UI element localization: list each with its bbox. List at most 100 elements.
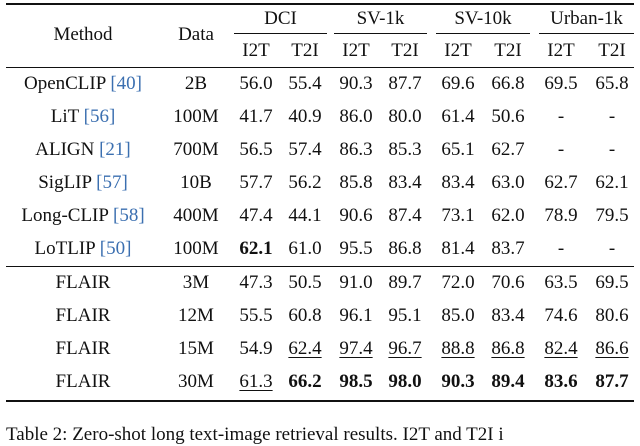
score-cell: -: [557, 139, 565, 160]
score-cell: 80.6: [595, 305, 629, 326]
score-cell: 83.6: [544, 371, 578, 392]
score-cell: 86.3: [339, 139, 373, 160]
score-cell: 74.6: [544, 305, 578, 326]
bottom-rule: [6, 400, 634, 402]
citation: [21]: [99, 139, 131, 160]
method-cell: FLAIR: [56, 338, 111, 360]
group-header: Urban-1k: [550, 8, 623, 29]
method-cell: FLAIR: [56, 272, 111, 294]
method-name: SigLIP: [38, 172, 92, 193]
score-cell: 86.0: [339, 106, 373, 127]
top-rule: [6, 3, 634, 5]
score-cell: 86.6: [595, 338, 629, 359]
data-cell: 2B: [184, 73, 208, 94]
score-cell: 95.1: [388, 305, 422, 326]
method-cell: FLAIR: [56, 371, 111, 393]
data-cell: 100M: [173, 238, 219, 259]
data-cell: 700M: [173, 139, 219, 160]
caption: Table 2: Zero-shot long text-image retri…: [6, 424, 504, 445]
score-cell: 62.1: [595, 172, 629, 193]
header-method: Method: [53, 24, 113, 45]
method-cell: FLAIR: [56, 305, 111, 327]
score-cell: 87.4: [388, 205, 422, 226]
score-cell: 61.4: [441, 106, 475, 127]
score-cell: 47.3: [239, 272, 273, 293]
method-cell: LoTLIP [50]: [35, 238, 132, 260]
score-cell: 95.5: [339, 238, 373, 259]
score-cell: -: [608, 238, 616, 259]
score-cell: 55.5: [239, 305, 273, 326]
method-name: FLAIR: [55, 272, 111, 293]
score-cell: -: [608, 106, 616, 127]
sub-header: T2I: [391, 40, 419, 61]
score-cell: 85.0: [441, 305, 475, 326]
method-name: ALIGN: [35, 139, 95, 160]
score-cell: 62.7: [491, 139, 525, 160]
section-rule: [6, 266, 634, 267]
score-cell: 81.4: [441, 238, 475, 259]
header-data: Data: [178, 24, 214, 45]
method-cell: Long-CLIP [58]: [21, 205, 144, 227]
citation: [57]: [96, 172, 128, 193]
method-cell: SigLIP [57]: [38, 172, 128, 194]
score-cell: 86.8: [491, 338, 525, 359]
score-cell: 41.7: [239, 106, 273, 127]
score-cell: 69.5: [544, 73, 578, 94]
score-cell: 82.4: [544, 338, 578, 359]
score-cell: 79.5: [595, 205, 629, 226]
method-name: LoTLIP: [34, 238, 96, 259]
data-cell: 15M: [178, 338, 214, 359]
score-cell: 56.5: [239, 139, 273, 160]
group-rule: [436, 33, 530, 34]
score-cell: 62.4: [288, 338, 322, 359]
score-cell: 61.0: [288, 238, 322, 259]
score-cell: 57.7: [239, 172, 273, 193]
sub-header: I2T: [547, 40, 575, 61]
score-cell: 62.7: [544, 172, 578, 193]
score-cell: 40.9: [288, 106, 322, 127]
method-name: LiT: [50, 106, 79, 127]
method-name: FLAIR: [55, 338, 111, 359]
group-rule: [334, 33, 427, 34]
method-name: FLAIR: [55, 371, 111, 392]
group-header: DCI: [264, 8, 297, 29]
citation: [50]: [99, 238, 132, 259]
score-cell: 90.3: [339, 73, 373, 94]
score-cell: 88.8: [441, 338, 475, 359]
sub-header: I2T: [242, 40, 270, 61]
method-cell: LiT [56]: [51, 106, 116, 128]
data-cell: 30M: [178, 371, 214, 392]
score-cell: -: [557, 106, 565, 127]
score-cell: 55.4: [288, 73, 322, 94]
score-cell: 56.2: [288, 172, 322, 193]
score-cell: 78.9: [544, 205, 578, 226]
score-cell: 89.4: [491, 371, 525, 392]
score-cell: -: [608, 139, 616, 160]
score-cell: -: [557, 238, 565, 259]
score-cell: 83.4: [441, 172, 475, 193]
header-rule: [6, 67, 634, 68]
score-cell: 89.7: [388, 272, 422, 293]
score-cell: 54.9: [239, 338, 273, 359]
score-cell: 96.1: [339, 305, 373, 326]
score-cell: 91.0: [339, 272, 373, 293]
score-cell: 65.1: [441, 139, 475, 160]
score-cell: 69.6: [441, 73, 475, 94]
score-cell: 62.0: [491, 205, 525, 226]
score-cell: 96.7: [388, 338, 422, 359]
score-cell: 57.4: [288, 139, 322, 160]
sub-header: T2I: [291, 40, 319, 61]
score-cell: 90.3: [441, 371, 475, 392]
data-cell: 10B: [180, 172, 212, 193]
score-cell: 87.7: [388, 73, 422, 94]
score-cell: 73.1: [441, 205, 475, 226]
score-cell: 50.6: [491, 106, 525, 127]
score-cell: 66.8: [491, 73, 525, 94]
score-cell: 47.4: [239, 205, 273, 226]
score-cell: 97.4: [339, 338, 373, 359]
score-cell: 56.0: [239, 73, 273, 94]
score-cell: 70.6: [491, 272, 525, 293]
data-cell: 400M: [173, 205, 219, 226]
citation: [40]: [110, 73, 143, 94]
